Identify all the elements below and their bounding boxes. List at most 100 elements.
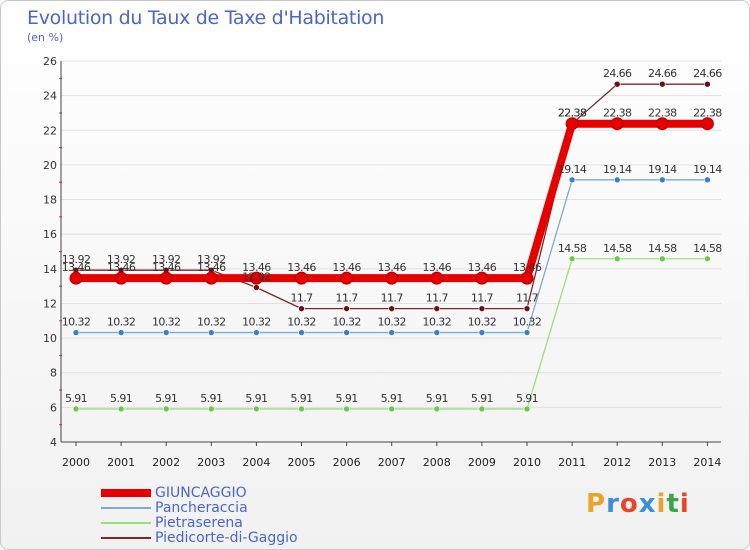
data-point <box>162 405 170 413</box>
data-point <box>343 405 350 413</box>
data-point <box>433 329 441 336</box>
data-point <box>72 329 80 336</box>
data-point <box>249 271 263 285</box>
data-point <box>117 329 125 336</box>
data-label: 22.38 <box>558 107 587 120</box>
data-point <box>388 305 396 312</box>
y-tick-label: 24 <box>43 90 57 103</box>
data-label: 5.91 <box>200 392 222 405</box>
data-point <box>162 329 170 336</box>
data-label: 5.91 <box>290 392 312 405</box>
data-point <box>700 117 714 131</box>
data-point <box>658 255 666 263</box>
data-point <box>475 271 489 285</box>
data-label: 10.32 <box>423 316 452 329</box>
legend-swatch <box>101 522 151 524</box>
data-label: 11.7 <box>426 292 449 305</box>
data-label: 13.46 <box>513 261 542 274</box>
data-label: 10.32 <box>242 316 271 329</box>
data-label: 5.91 <box>471 392 493 405</box>
data-label: 13.46 <box>468 261 497 274</box>
data-label: 13.46 <box>62 261 91 274</box>
x-tick-label: 2006 <box>333 456 361 469</box>
y-tick-label: 18 <box>43 194 57 207</box>
data-point <box>253 284 260 291</box>
data-label: 11.7 <box>516 292 539 305</box>
x-tick-label: 2001 <box>107 456 135 469</box>
data-point <box>568 255 576 263</box>
data-label: 14.58 <box>558 242 587 255</box>
data-point <box>114 271 128 285</box>
legend-label: Pietraserena <box>155 515 243 531</box>
x-tick-label: 2008 <box>423 456 451 469</box>
y-tick-label: 20 <box>43 159 57 172</box>
data-point <box>208 405 215 413</box>
data-point <box>385 271 399 285</box>
legend-item: Pancheraccia <box>101 500 361 516</box>
data-label: 13.92 <box>197 253 226 266</box>
data-label: 13.92 <box>107 253 136 266</box>
data-point <box>704 176 711 184</box>
data-label: 10.32 <box>107 316 136 329</box>
y-tick-label: 6 <box>50 401 57 414</box>
data-label: 10.32 <box>513 316 542 329</box>
data-label: 10.32 <box>152 316 181 329</box>
data-label: 5.91 <box>110 392 132 405</box>
y-tick-label: 22 <box>43 124 57 137</box>
data-label: 5.91 <box>155 392 177 405</box>
proxiti-logo: Proxiti <box>586 489 690 519</box>
data-label: 22.38 <box>558 107 587 120</box>
data-point <box>613 176 621 184</box>
data-point <box>565 117 579 131</box>
data-point <box>340 271 354 285</box>
data-label: 10.32 <box>332 316 361 329</box>
x-tick-label: 2012 <box>603 456 631 469</box>
data-point <box>72 405 80 413</box>
data-point <box>388 329 396 336</box>
data-label: 19.14 <box>603 163 632 176</box>
legend-item: Pietraserena <box>101 515 361 531</box>
data-label: 5.91 <box>336 392 358 405</box>
data-label: 22.38 <box>603 107 632 120</box>
data-label: 10.32 <box>287 316 316 329</box>
data-label: 5.91 <box>245 392 267 405</box>
data-label: 24.66 <box>693 67 722 80</box>
legend-label: GIUNCAGGIO <box>155 485 247 501</box>
x-tick-label: 2007 <box>378 456 406 469</box>
y-tick-label: 10 <box>43 332 57 345</box>
data-point <box>204 271 218 285</box>
data-label: 13.92 <box>152 253 181 266</box>
legend-swatch <box>101 489 151 497</box>
data-label: 19.14 <box>648 163 677 176</box>
y-tick-label: 14 <box>43 263 57 276</box>
data-point <box>523 405 531 413</box>
chart-title: Evolution du Taux de Taxe d'Habitation <box>27 7 385 29</box>
data-label: 12.92 <box>242 271 271 284</box>
y-tick-label: 4 <box>50 436 57 449</box>
legend-swatch <box>101 537 151 539</box>
x-tick-label: 2013 <box>648 456 676 469</box>
data-point <box>295 271 308 285</box>
data-point <box>704 80 711 88</box>
data-point <box>568 176 576 184</box>
y-tick-label: 12 <box>43 297 57 310</box>
data-label: 10.32 <box>377 316 406 329</box>
legend-swatch <box>101 507 151 509</box>
data-point <box>298 305 305 312</box>
x-tick-label: 2005 <box>288 456 316 469</box>
chart-legend: GIUNCAGGIO Pancheraccia Pietraserena Piedic… <box>101 485 361 546</box>
data-point <box>704 255 711 263</box>
data-label: 10.32 <box>468 316 497 329</box>
data-label: 13.46 <box>107 261 136 274</box>
data-point <box>478 405 486 413</box>
legend-item: GIUNCAGGIO <box>101 485 361 501</box>
data-point <box>69 271 83 285</box>
data-label: 13.46 <box>377 261 406 274</box>
data-label: 14.58 <box>603 242 632 255</box>
x-tick-label: 2014 <box>693 456 721 469</box>
data-label: 22.38 <box>693 107 722 120</box>
data-point <box>298 329 305 336</box>
data-label: 24.66 <box>603 67 632 80</box>
